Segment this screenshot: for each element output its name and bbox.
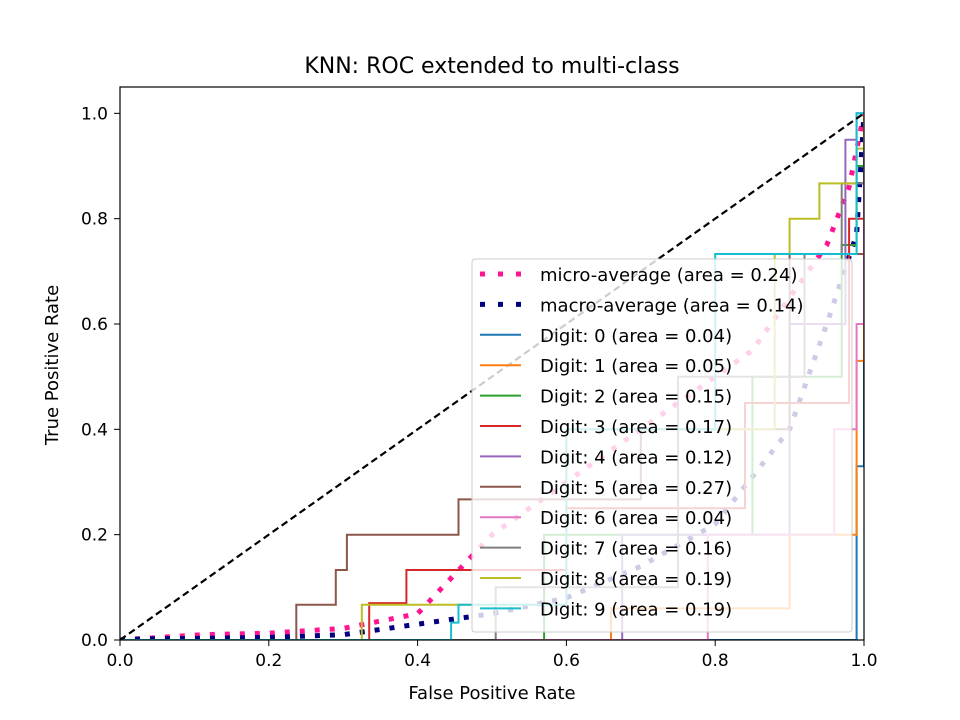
legend-entry: Digit: 4 (area = 0.12) [540,447,732,468]
legend-entry: Digit: 9 (area = 0.19) [540,599,732,620]
x-axis-label: False Positive Rate [408,683,575,704]
legend: micro-average (area = 0.24) macro-average… [471,258,853,633]
ticks-layer: 0.0 0.2 0.4 0.6 0.8 1.0 0.0 0.2 0.4 0.6 0.8 1.0 [81,104,878,671]
legend-entry: macro-average (area = 0.14) [540,295,804,316]
x-tick-label: 0.0 [106,651,133,671]
y-tick-label: 0.8 [81,210,108,230]
plot-frame [119,86,865,641]
x-tick-label: 1.0 [850,651,877,671]
legend-entry: Digit: 5 (area = 0.27) [540,478,732,499]
x-tick-label: 0.8 [702,651,729,671]
x-tick-label: 0.6 [553,651,580,671]
legend-entry: Digit: 3 (area = 0.17) [540,417,732,438]
y-axis-label: True Positive Rate [42,285,63,446]
x-tick-label: 0.4 [404,651,431,671]
legend-entry: Digit: 1 (area = 0.05) [540,356,732,377]
legend-entry: Digit: 6 (area = 0.04) [540,508,732,529]
y-tick-label: 0.6 [81,315,108,335]
legend-entry: micro-average (area = 0.24) [540,265,797,286]
x-tick-label: 0.2 [255,651,282,671]
legend-box [471,258,853,633]
chart-title: KNN: ROC extended to multi-class [304,54,679,79]
legend-entry: Digit: 0 (area = 0.04) [540,326,732,347]
y-tick-label: 1.0 [81,104,108,124]
y-tick-label: 0.2 [81,526,108,546]
y-tick-label: 0.4 [81,420,108,440]
legend-entry: Digit: 7 (area = 0.16) [540,539,732,560]
legend-entry: Digit: 8 (area = 0.19) [540,569,732,590]
y-tick-label: 0.0 [81,631,108,651]
legend-entry: Digit: 2 (area = 0.15) [540,387,732,408]
